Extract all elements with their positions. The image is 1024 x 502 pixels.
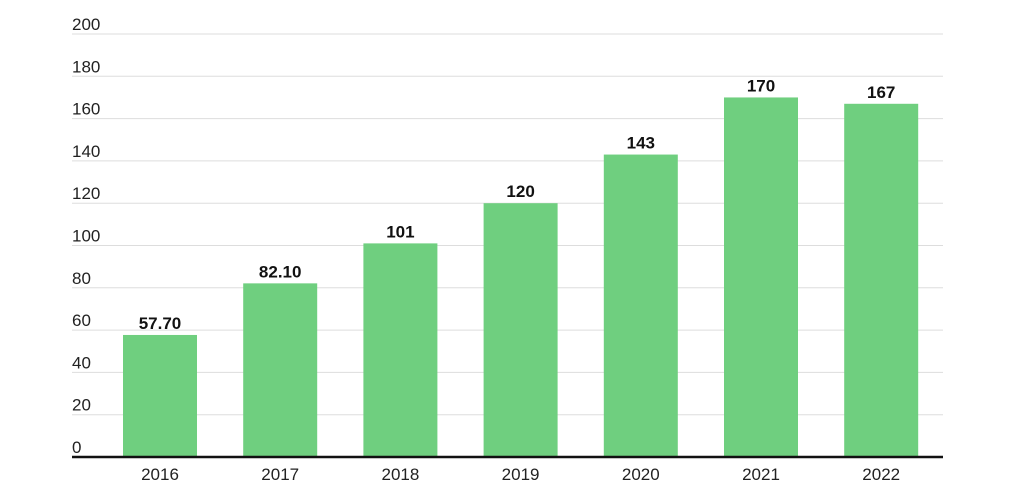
- bar-2016: [123, 334, 197, 457]
- data-label-2021: 170: [747, 76, 775, 95]
- x-axis-tick-labels: 2016 2017 2018 2019 2020 2021 2022: [141, 465, 900, 484]
- data-label-2017: 82.10: [259, 262, 302, 281]
- y-tick-label-120: 120: [72, 184, 100, 203]
- x-tick-label-2016: 2016: [141, 465, 179, 484]
- data-label-2018: 101: [386, 222, 414, 241]
- y-tick-label-160: 160: [72, 100, 100, 119]
- y-axis-tick-labels: 0 20 40 60 80 100 120 140 160 180 200: [72, 15, 100, 457]
- x-tick-label-2020: 2020: [622, 465, 660, 484]
- x-tick-label-2021: 2021: [742, 465, 780, 484]
- x-tick-label-2018: 2018: [381, 465, 419, 484]
- bars: [123, 97, 919, 458]
- x-tick-label-2022: 2022: [862, 465, 900, 484]
- data-label-2019: 120: [506, 182, 534, 201]
- y-tick-label-140: 140: [72, 142, 100, 161]
- y-tick-label-20: 20: [72, 396, 91, 415]
- bar-2021: [724, 97, 798, 457]
- data-label-2016: 57.70: [139, 314, 182, 333]
- bar-2018: [363, 243, 438, 457]
- y-tick-label-180: 180: [72, 57, 100, 76]
- bar-2020: [603, 154, 678, 457]
- y-tick-label-80: 80: [72, 269, 91, 288]
- x-tick-label-2019: 2019: [502, 465, 540, 484]
- data-labels: 57.70 82.10 101 120 143 170 167: [139, 76, 896, 333]
- data-label-2022: 167: [867, 83, 895, 102]
- y-tick-label-0: 0: [72, 438, 81, 457]
- y-tick-label-60: 60: [72, 311, 91, 330]
- bar-2022: [844, 103, 919, 458]
- data-label-2020: 143: [627, 134, 655, 153]
- x-tick-label-2017: 2017: [261, 465, 299, 484]
- bar-2019: [483, 203, 558, 457]
- y-tick-label-200: 200: [72, 15, 100, 34]
- y-tick-label-100: 100: [72, 227, 100, 246]
- bar-2017: [243, 283, 318, 457]
- y-tick-label-40: 40: [72, 353, 91, 372]
